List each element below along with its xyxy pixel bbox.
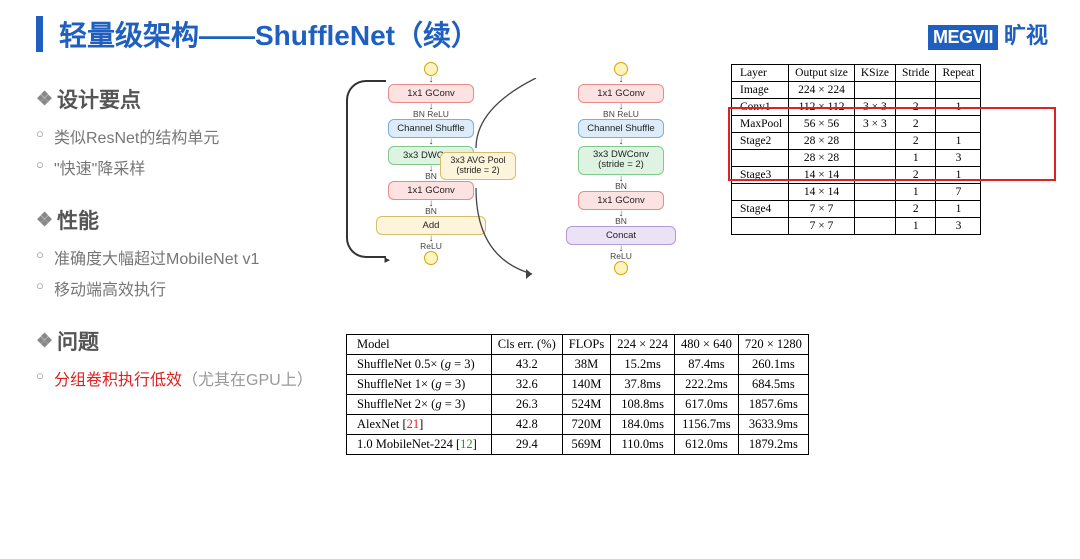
bullet: 准确度大幅超过MobileNet v1 [54, 245, 336, 269]
outline-column: ❖设计要点 类似ResNet的结构单元 "快速"降采样 ❖性能 准确度大幅超过M… [36, 62, 336, 416]
bullet: 移动端高效执行 [54, 276, 336, 300]
table-row: 14 × 1417 [732, 184, 981, 201]
bullet: "快速"降采样 [54, 155, 336, 179]
output-node [424, 251, 438, 265]
branch-arrow-svg [466, 78, 544, 288]
figure-column: ↓ 1x1 GConv ↓BN ReLU Channel Shuffle ↓ 3… [336, 62, 1056, 416]
skip-connection [346, 80, 386, 258]
table-row: 7 × 713 [732, 218, 981, 235]
table-row: Stage47 × 721 [732, 201, 981, 218]
table-header-row: ModelCls err. (%)FLOPs224 × 224480 × 640… [347, 335, 809, 355]
table-header-row: LayerOutput sizeKSizeStrideRepeat [732, 65, 981, 82]
logo-en: MEGVII [928, 25, 998, 50]
brand-logo: MEGVII 旷视 [928, 18, 1048, 50]
section-design: ❖设计要点 [36, 84, 336, 114]
design-bullets: 类似ResNet的结构单元 "快速"降采样 [36, 124, 336, 179]
table-row: ShuffleNet 1× (g = 3)32.6140M37.8ms222.2… [347, 375, 809, 395]
table-row: ShuffleNet 0.5× (g = 3)43.238M15.2ms87.4… [347, 355, 809, 375]
table-row: Image224 × 224 [732, 82, 981, 99]
flowchart-stride2-unit: ↓ 1x1 GConv ↓BN ReLU Channel Shuffle ↓ 3… [536, 62, 706, 275]
prob-bullets: 分组卷积执行低效（尤其在GPU上） [36, 366, 336, 390]
table-row: Conv1112 × 1123 × 321 [732, 99, 981, 116]
architecture-table: LayerOutput sizeKSizeStrideRepeat Image2… [731, 64, 981, 235]
perf-bullets: 准确度大幅超过MobileNet v1 移动端高效执行 [36, 245, 336, 300]
benchmark-table: ModelCls err. (%)FLOPs224 × 224480 × 640… [346, 334, 809, 455]
title-bar: 轻量级架构——ShuffleNet（续） [0, 0, 1080, 62]
block-avgpool: 3x3 AVG Pool (stride = 2) [440, 152, 516, 180]
section-prob: ❖问题 [36, 326, 336, 356]
table-row: ShuffleNet 2× (g = 3)26.3524M108.8ms617.… [347, 395, 809, 415]
table-row: Stage314 × 1421 [732, 167, 981, 184]
logo-cn: 旷视 [1004, 18, 1048, 50]
section-perf: ❖性能 [36, 205, 336, 235]
table-row: Stage228 × 2821 [732, 133, 981, 150]
table-row: AlexNet [21]42.8720M184.0ms1156.7ms3633.… [347, 415, 809, 435]
output-node [614, 261, 628, 275]
table-row: MaxPool56 × 563 × 32 [732, 116, 981, 133]
bullet: 类似ResNet的结构单元 [54, 124, 336, 148]
title-accent [36, 16, 43, 52]
block-dwconv-s2: 3x3 DWConv (stride = 2) [578, 146, 664, 175]
table-row: 28 × 2813 [732, 150, 981, 167]
flowcharts: ↓ 1x1 GConv ↓BN ReLU Channel Shuffle ↓ 3… [346, 62, 706, 275]
page-title: 轻量级架构——ShuffleNet（续） [59, 14, 479, 54]
bullet-problem: 分组卷积执行低效（尤其在GPU上） [54, 366, 336, 390]
table-row: 1.0 MobileNet-224 [12]29.4569M110.0ms612… [347, 435, 809, 455]
